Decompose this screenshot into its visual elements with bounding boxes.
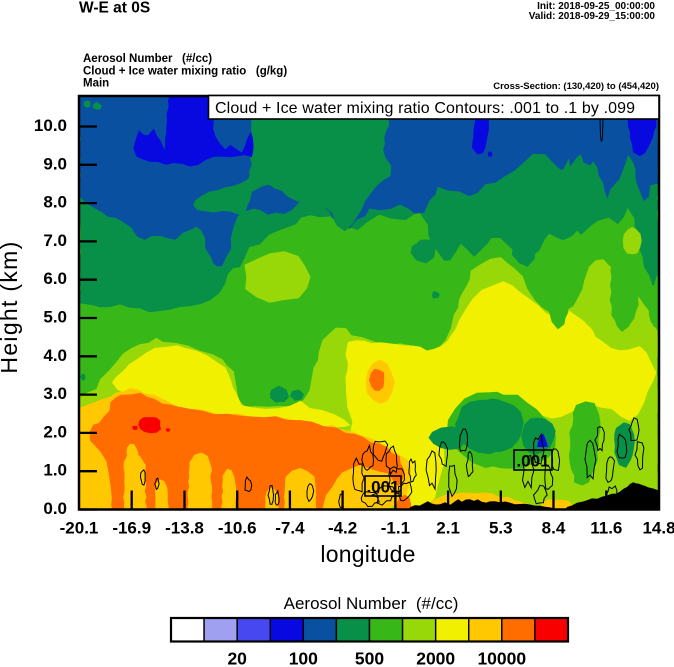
svg-text:20: 20 xyxy=(227,649,247,667)
svg-text:2.0: 2.0 xyxy=(43,422,67,441)
svg-text:.001: .001 xyxy=(516,452,549,471)
svg-text:11.6: 11.6 xyxy=(590,519,622,538)
svg-text:-4.2: -4.2 xyxy=(328,519,357,538)
svg-text:10000: 10000 xyxy=(477,649,526,667)
svg-text:3.0: 3.0 xyxy=(43,384,67,403)
svg-text:-1.1: -1.1 xyxy=(381,519,410,538)
svg-text:9.0: 9.0 xyxy=(43,154,67,173)
svg-text:-20.1: -20.1 xyxy=(60,519,99,538)
svg-text:Main: Main xyxy=(83,78,109,90)
svg-text:500: 500 xyxy=(355,649,384,667)
svg-text:6.0: 6.0 xyxy=(43,269,67,288)
svg-text:0.0: 0.0 xyxy=(43,499,67,518)
svg-text:-13.8: -13.8 xyxy=(165,519,204,538)
svg-text:Height (km): Height (km) xyxy=(0,240,22,373)
svg-text:8.4: 8.4 xyxy=(542,519,566,538)
svg-text:Cloud + Ice water mixing ratio: Cloud + Ice water mixing ratio Contours:… xyxy=(215,100,635,117)
svg-text:2.1: 2.1 xyxy=(436,519,460,538)
svg-text:100: 100 xyxy=(289,649,318,667)
svg-text:14.8: 14.8 xyxy=(642,519,674,538)
svg-text:Aerosol Number (#/cc): Aerosol Number (#/cc) xyxy=(83,53,212,65)
svg-text:2000: 2000 xyxy=(416,649,455,667)
svg-text:5.0: 5.0 xyxy=(43,308,67,327)
svg-text:Cloud + Ice water mixing ratio: Cloud + Ice water mixing ratio (g/kg) xyxy=(83,65,287,77)
svg-text:4.0: 4.0 xyxy=(43,346,67,365)
svg-text:.001: .001 xyxy=(366,478,399,497)
svg-text:-16.9: -16.9 xyxy=(112,519,151,538)
svg-text:1.0: 1.0 xyxy=(43,461,67,480)
svg-text:Cross-Section: (130,420) to (4: Cross-Section: (130,420) to (454,420) xyxy=(493,81,659,92)
svg-text:longitude: longitude xyxy=(320,541,415,567)
svg-text:-7.4: -7.4 xyxy=(275,519,305,538)
svg-text:-10.6: -10.6 xyxy=(218,519,257,538)
svg-text:W-E at 0S: W-E at 0S xyxy=(79,0,150,17)
svg-text:Valid: 2018-09-29_15:00:00: Valid: 2018-09-29_15:00:00 xyxy=(529,11,656,22)
svg-text:7.0: 7.0 xyxy=(43,231,67,250)
svg-text:Aerosol Number (#/cc): Aerosol Number (#/cc) xyxy=(284,594,459,613)
svg-text:8.0: 8.0 xyxy=(43,193,67,212)
svg-text:10.0: 10.0 xyxy=(34,116,67,135)
svg-text:Init: 2018-09-25_00:00:00: Init: 2018-09-25_00:00:00 xyxy=(537,1,655,12)
svg-text:5.3: 5.3 xyxy=(489,519,513,538)
